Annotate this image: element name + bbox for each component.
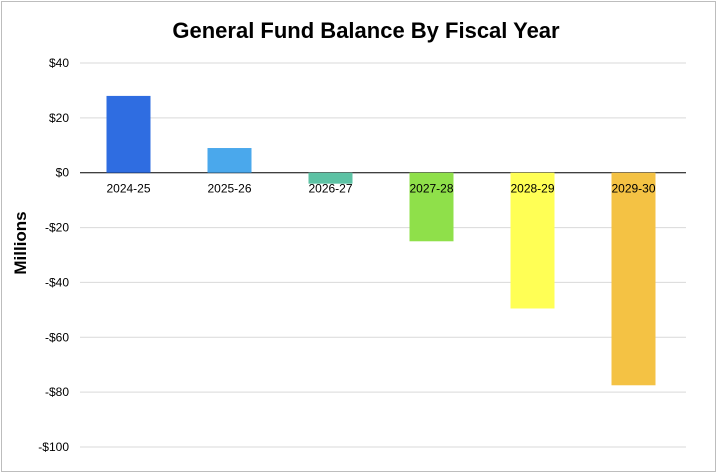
y-tick-label: -$40 xyxy=(45,275,69,289)
y-tick-labels: $40 $20 $0 -$20 -$40 -$60 -$80 -$100 xyxy=(38,56,69,454)
y-tick-label: $40 xyxy=(49,56,69,70)
bar-2028-29 xyxy=(510,172,555,309)
y-tick-label: $0 xyxy=(56,166,70,180)
chart-title: General Fund Balance By Fiscal Year xyxy=(172,18,560,43)
bar-2024-25 xyxy=(106,95,151,173)
bar-2029-30 xyxy=(611,172,656,386)
y-axis-label: Millions xyxy=(11,211,30,274)
bars xyxy=(106,95,656,386)
x-tick-label: 2028-29 xyxy=(510,182,554,196)
bar-2026-27 xyxy=(308,172,353,184)
bar-2025-26 xyxy=(207,148,252,173)
gridlines xyxy=(80,62,686,448)
y-tick-label: $20 xyxy=(49,111,69,125)
y-tick-label: -$60 xyxy=(45,330,69,344)
x-tick-label: 2025-26 xyxy=(207,182,251,196)
x-tick-label: 2024-25 xyxy=(106,182,150,196)
y-tick-label: -$80 xyxy=(45,385,69,399)
x-tick-label: 2029-30 xyxy=(611,182,655,196)
x-tick-label: 2026-27 xyxy=(308,182,352,196)
x-tick-label: 2027-28 xyxy=(409,182,453,196)
y-tick-label: -$100 xyxy=(38,440,69,454)
bar-2027-28 xyxy=(409,172,454,242)
x-tick-labels: 2024-25 2025-26 2026-27 2027-28 2028-29 2029-… xyxy=(106,182,655,196)
y-tick-label: -$20 xyxy=(45,221,69,235)
